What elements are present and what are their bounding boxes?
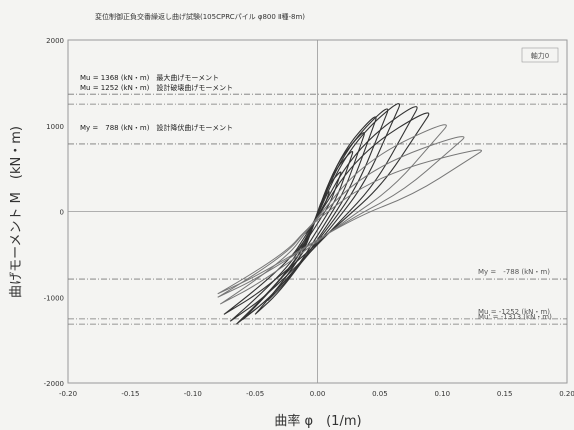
hysteresis-loop	[223, 112, 430, 315]
x-tick-labels: -0.20 -0.15 -0.10 -0.05 0.00 0.05 0.10 0.15 0.20	[59, 390, 574, 398]
hysteresis-loop	[219, 124, 447, 305]
x-tick-label: -0.20	[59, 390, 77, 398]
x-tick-label: 0.15	[497, 390, 513, 398]
y-tick-label: -1000	[44, 294, 64, 302]
y-tick-label: 0	[60, 209, 64, 217]
x-tick-label: -0.05	[246, 390, 264, 398]
x-axis-title: 曲率 φ (1/m)	[274, 413, 361, 429]
hysteresis-loop	[217, 149, 482, 295]
y-tick-label: 1000	[46, 123, 64, 131]
reference-label: Mu = 1252 (kN・m) 設計破壊曲げモーメント	[80, 83, 233, 92]
reference-lines	[68, 93, 567, 325]
x-tick-label: -0.10	[184, 390, 202, 398]
reference-label: My = 788 (kN・m) 設計降伏曲げモーメント	[80, 123, 233, 132]
y-tick-label: 2000	[46, 37, 64, 45]
x-tick-label: 0.20	[559, 390, 574, 398]
reference-label: Mu = 1368 (kN・m) 最大曲げモーメント	[80, 73, 219, 82]
y-axis-title: 曲げモーメント M (kN・m)	[9, 126, 24, 298]
hysteresis-loops	[217, 103, 482, 325]
chart-title: 変位制御正負交番繰返し曲げ試験(105CPRCパイル φ800 Ⅱ種-8m)	[95, 12, 305, 21]
x-tick-label: 0.05	[372, 390, 388, 398]
y-tick-label: -2000	[44, 380, 64, 388]
y-tick-labels: -2000 -1000 0 1000 2000	[44, 37, 64, 388]
legend-box: 軸力0	[521, 47, 559, 63]
x-tick-label: 0.10	[434, 390, 450, 398]
reference-label: Mu = -1252 (kN・m)	[478, 308, 550, 316]
x-tick-label: 0.00	[310, 390, 326, 398]
legend-label: 軸力0	[531, 51, 549, 60]
hysteresis-loop	[229, 106, 418, 322]
x-tick-label: -0.15	[121, 390, 139, 398]
reference-label: Mu' = -1313 (kN・m)	[478, 313, 552, 321]
reference-label: My = -788 (kN・m)	[478, 268, 550, 276]
